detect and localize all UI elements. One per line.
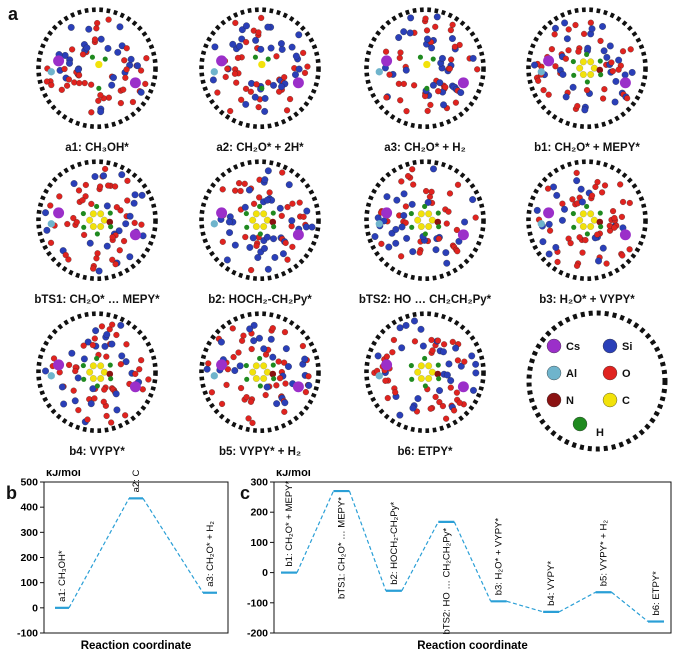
- structure-label: a3: CH₂O* + H₂: [384, 142, 466, 154]
- state-label: a3: CH₂O* + H₂: [205, 521, 216, 587]
- x-axis-label: Reaction coordinate: [417, 640, 528, 652]
- legend-label-Al: Al: [566, 368, 577, 380]
- y-tick-label: -100: [247, 597, 268, 609]
- connector-line: [611, 591, 649, 622]
- energy-profile-chart-b: -100 0 100 200 300 400 500 kJ/mol Reaction coord…: [17, 470, 229, 652]
- structure-4: [526, 7, 648, 129]
- state-label: a1: CH₃OH*: [57, 550, 68, 602]
- y-tick-label: 0: [262, 567, 268, 579]
- structure-6: [199, 159, 321, 281]
- structure-7: [364, 159, 486, 281]
- panel-letter-b: b: [6, 483, 17, 503]
- y-axis-label: kJ/mol: [276, 470, 311, 479]
- structure-10: [199, 311, 321, 433]
- structure-label: b6: ETPY*: [397, 446, 453, 458]
- state-label: b6: ETPY*: [651, 571, 662, 616]
- connector-line: [142, 498, 204, 594]
- structure-label: b4: VYPY*: [69, 446, 125, 458]
- legend-swatch-H: [572, 416, 588, 432]
- y-tick-label: 200: [20, 552, 38, 564]
- structure-label: b5: VYPY* + H₂: [218, 446, 302, 458]
- state-label: b5: VYPY* + H₂: [599, 520, 610, 587]
- y-tick-label: -200: [247, 628, 268, 640]
- y-tick-label: 300: [20, 527, 38, 539]
- structure-9: [36, 311, 158, 433]
- energy-profile-chart-c: -200 -100 0 100 200 300 kJ/mol Reaction coordin…: [247, 470, 672, 652]
- connector-line: [68, 498, 130, 609]
- legend-swatch-Al: [546, 365, 562, 381]
- connector-line: [401, 521, 439, 592]
- y-tick-label: -100: [17, 628, 38, 640]
- legend-label-C: C: [622, 395, 630, 407]
- plot-frame: [273, 481, 672, 634]
- structure-label: a1: CH₃OH*: [65, 142, 129, 154]
- connector-line: [506, 600, 544, 613]
- structure-11: [364, 311, 486, 433]
- y-tick-label: 100: [20, 577, 38, 589]
- legend-swatch-C: [602, 392, 618, 408]
- legend-label-N: N: [566, 395, 574, 407]
- state-label: b3: H₂O* + VYPY*: [494, 518, 505, 596]
- y-axis-label: kJ/mol: [46, 470, 81, 479]
- x-axis-label: Reaction coordinate: [81, 640, 192, 652]
- structure-label: a2: CH₂O* + 2H*: [216, 142, 304, 154]
- state-label: bTS1: CH₂O* … MEPY*: [336, 497, 347, 599]
- legend-label-Cs: Cs: [566, 341, 580, 353]
- structure-5: [36, 159, 158, 281]
- connector-line: [296, 490, 334, 573]
- structure-label: bTS1: CH₂O* … MEPY*: [34, 294, 160, 306]
- y-tick-label: 200: [250, 507, 268, 519]
- connector-line: [558, 591, 596, 613]
- y-tick-label: 400: [20, 502, 38, 514]
- y-tick-label: 100: [250, 537, 268, 549]
- legend-label-H: H: [596, 427, 604, 439]
- structure-2: [199, 7, 321, 129]
- legend-swatch-Cs: [546, 338, 562, 354]
- structure-label: bTS2: HO … CH₂CH₂Py*: [358, 294, 492, 306]
- panel-letter-c: c: [240, 483, 251, 503]
- connector-line: [453, 521, 492, 602]
- connector-line: [348, 490, 387, 591]
- panel-letter-a: a: [8, 4, 19, 24]
- y-tick-label: 0: [32, 602, 38, 614]
- structure-label: b3: H₂O* + VYPY*: [539, 294, 635, 306]
- state-label: bTS2: HO … CH₂CH₂Py*: [441, 528, 452, 635]
- structure-label: b2: HOCH₂-CH₂Py*: [208, 294, 312, 306]
- structure-3: [364, 7, 486, 129]
- legend-swatch-Si: [602, 338, 618, 354]
- plot-frame: [43, 481, 229, 634]
- element-legend: Cs Si Al O N C H: [526, 310, 668, 452]
- legend-label-Si: Si: [622, 341, 632, 353]
- state-label: b1: CH₂O* + MEPY*: [284, 481, 295, 567]
- legend-swatch-O: [602, 365, 618, 381]
- structure-8: [526, 159, 648, 281]
- structure-1: [36, 7, 158, 129]
- state-label: b2: HOCH₂-CH₂Py*: [389, 502, 400, 585]
- state-label: b4: VYPY*: [546, 561, 557, 606]
- y-tick-label: 500: [20, 477, 38, 489]
- y-tick-label: 300: [250, 477, 268, 489]
- legend-label-O: O: [622, 368, 631, 380]
- legend-swatch-N: [546, 392, 562, 408]
- state-label: a2: CH₂O* + 2H*: [131, 470, 142, 492]
- structure-label: b1: CH₂O* + MEPY*: [534, 142, 640, 154]
